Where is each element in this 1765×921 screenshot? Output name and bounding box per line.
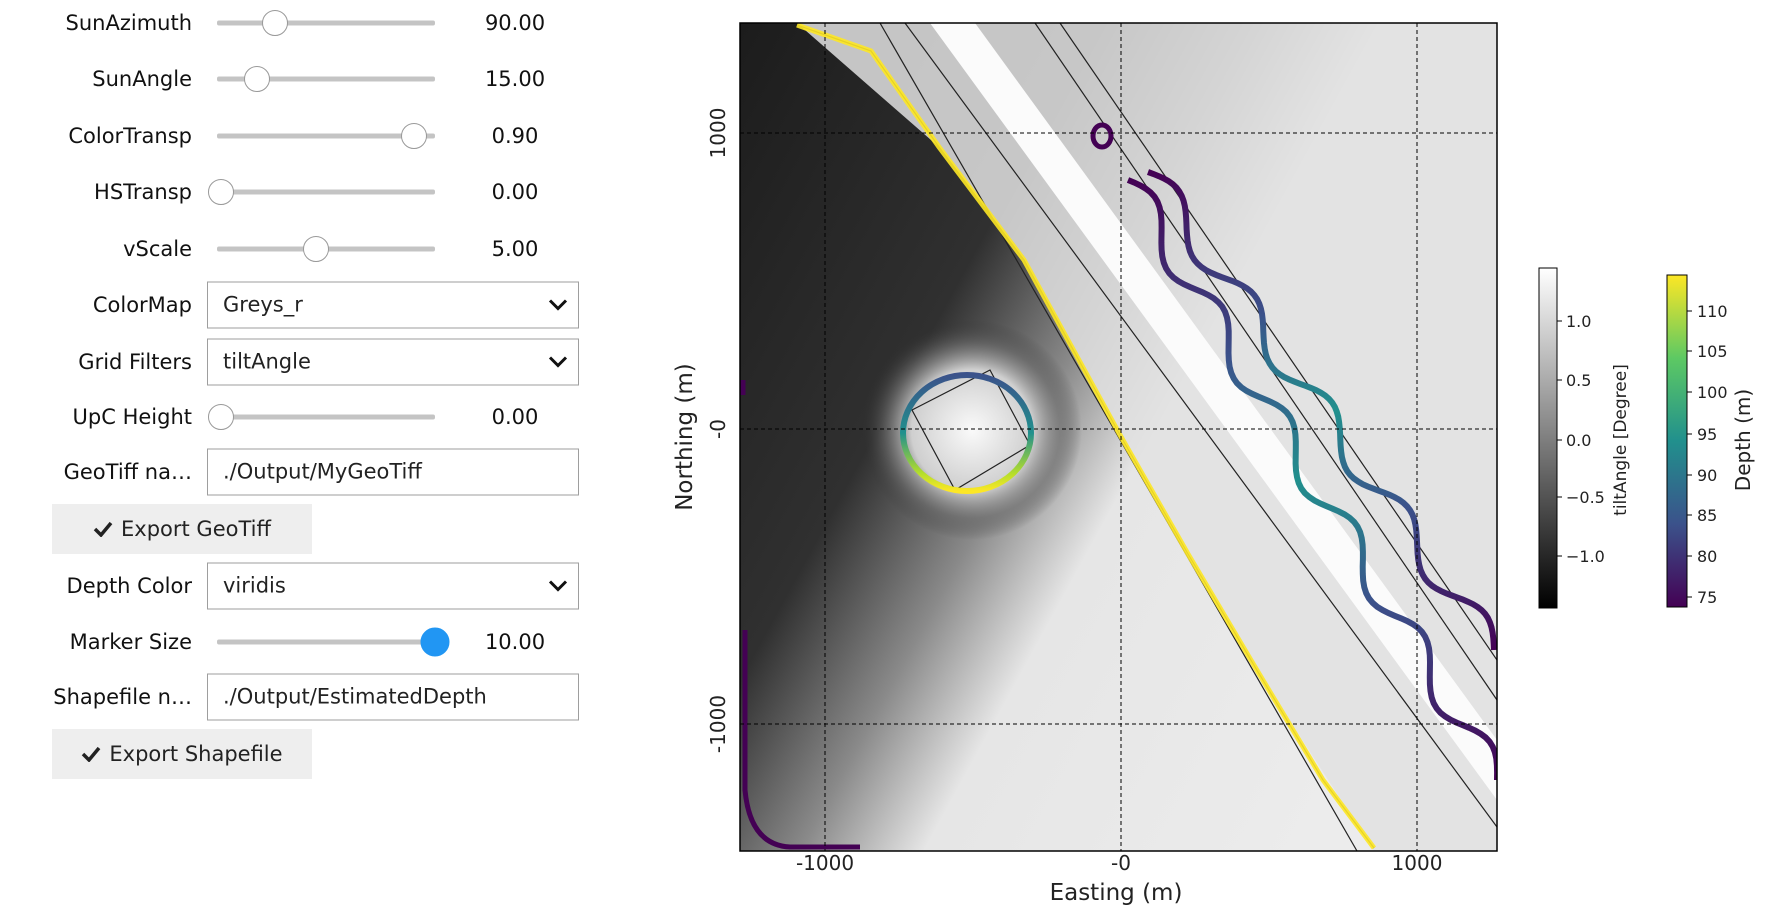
button-text: Export Shapefile (109, 742, 283, 766)
input-value: ./Output/MyGeoTiff (223, 459, 422, 484)
chevron (548, 299, 568, 311)
colorbar-tick-label: −1.0 (1566, 547, 1605, 566)
check-icon (93, 521, 113, 537)
slider[interactable] (217, 20, 435, 26)
slider[interactable] (217, 189, 435, 195)
colorbar (1538, 267, 1558, 609)
depth-trace (1126, 177, 1497, 780)
slider-handle[interactable] (303, 236, 329, 262)
y-axis-label: Northing (m) (672, 363, 698, 511)
slider-handle[interactable] (208, 179, 234, 205)
y-tick-label: -0 (706, 419, 730, 439)
label: Depth Color (66, 574, 192, 598)
colorbar-tick-label: 75 (1697, 588, 1717, 607)
label: Marker Size (69, 630, 192, 654)
slider-handle[interactable] (262, 10, 288, 36)
slider[interactable] (217, 76, 435, 82)
text-input[interactable]: ./Output/EstimatedDepth (207, 673, 579, 721)
dropdown-value: tiltAngle (223, 349, 311, 374)
slider-handle[interactable] (420, 627, 450, 657)
colorbar-tick-label: 85 (1697, 506, 1717, 525)
dropdown-value: Greys_r (223, 292, 303, 317)
colorbar-label: tiltAngle [Degree] (1611, 364, 1631, 516)
slider-handle[interactable] (401, 123, 427, 149)
x-tick-label: -0 (1111, 851, 1131, 875)
check-icon (82, 746, 101, 762)
input-value: ./Output/EstimatedDepth (223, 684, 487, 709)
label: ColorMap (92, 293, 192, 317)
colorbar-tick-label: −0.5 (1566, 488, 1605, 507)
value: 90.00 (484, 11, 546, 35)
y-tick-label: 1000 (706, 108, 730, 159)
colorbar-tick-label: 0.0 (1566, 431, 1591, 450)
label: Grid Filters (78, 350, 192, 374)
value: 0.90 (491, 124, 539, 148)
label: SunAzimuth (65, 11, 192, 35)
x-axis-label: Easting (m) (1050, 880, 1183, 906)
colorbar-tick-label: 100 (1697, 383, 1728, 402)
dropdown[interactable]: Greys_r (207, 281, 579, 329)
text-input[interactable]: ./Output/MyGeoTiff (207, 448, 579, 496)
label: GeoTiff na… (63, 460, 192, 484)
value: 0.00 (491, 180, 539, 204)
slider-handle[interactable] (208, 404, 234, 430)
label: ColorTransp (68, 124, 192, 148)
colorbar-tick-label: 110 (1697, 302, 1728, 321)
colorbar-tick-label: 95 (1697, 425, 1717, 444)
label: UpC Height (72, 405, 192, 429)
button-text: Export GeoTiff (121, 517, 271, 541)
x-tick-label: 1000 (1392, 851, 1443, 875)
slider[interactable] (217, 133, 435, 139)
slider[interactable] (217, 414, 435, 420)
dropdown[interactable]: tiltAngle (207, 338, 579, 386)
depth-trace (1146, 169, 1497, 651)
axes-frame (739, 22, 1498, 852)
dropdown-value: viridis (223, 573, 286, 598)
button[interactable]: Export Shapefile (52, 729, 312, 779)
value: 15.00 (484, 67, 546, 91)
y-tick-label: -1000 (706, 695, 730, 753)
slider[interactable] (217, 639, 435, 645)
value: 0.00 (491, 405, 539, 429)
value: 5.00 (491, 237, 539, 261)
colorbar-tick-label: 105 (1697, 342, 1728, 361)
label: SunAngle (92, 67, 192, 91)
grid (740, 23, 1497, 851)
colorbar-tick-label: 0.5 (1566, 371, 1591, 390)
chevron (548, 580, 568, 592)
x-tick-label: -1000 (796, 851, 854, 875)
button[interactable]: Export GeoTiff (52, 504, 312, 554)
dropdown[interactable]: viridis (207, 562, 579, 610)
colorbar-tick-label: 1.0 (1566, 312, 1591, 331)
colorbar-tick-label: 80 (1697, 547, 1717, 566)
colorbar (1666, 274, 1688, 608)
label: vScale (123, 237, 192, 261)
value: 10.00 (484, 630, 546, 654)
colorbar-label: Depth (m) (1731, 389, 1755, 491)
label: HSTransp (94, 180, 192, 204)
label: Shapefile n… (53, 685, 192, 709)
chevron (548, 356, 568, 368)
slider-handle[interactable] (244, 66, 270, 92)
image (740, 23, 1497, 851)
colorbar-tick-label: 90 (1697, 466, 1717, 485)
